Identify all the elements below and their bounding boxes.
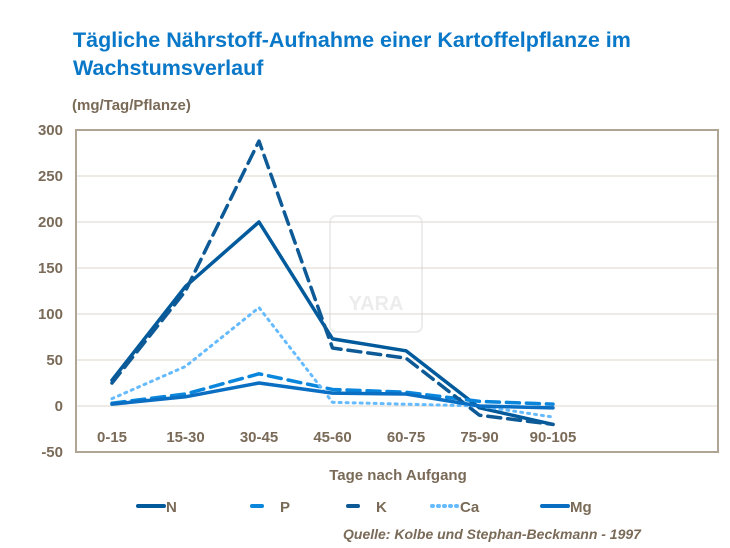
chart-title: Tägliche Nährstoff-Aufnahme einer Kartof… <box>73 28 631 80</box>
series-line-p <box>110 372 555 406</box>
y-tick-label: 300 <box>38 122 63 139</box>
x-axis-label: Tage nach Aufgang <box>329 467 467 484</box>
svg-text:YARA: YARA <box>349 293 404 315</box>
y-tick-label: 250 <box>38 168 63 185</box>
legend-label-mg: Mg <box>570 499 592 516</box>
x-tick-label: 45-60 <box>313 429 351 446</box>
y-tick-label: 0 <box>55 398 63 415</box>
x-tick-label: 60-75 <box>387 429 425 446</box>
legend-label-k: K <box>376 499 387 516</box>
y-tick-label: -50 <box>41 444 63 461</box>
series-line-k <box>110 139 555 427</box>
plot-frame <box>75 129 719 453</box>
legend-label-p: P <box>280 499 290 516</box>
x-tick-label: 75-90 <box>460 429 498 446</box>
x-tick-label: 0-15 <box>97 429 127 446</box>
x-tick-label: 90-105 <box>530 429 577 446</box>
watermark-logo: YARA <box>329 215 423 333</box>
y-axis-label: (mg/Tag/Pflanze) <box>72 97 191 114</box>
y-tick-label: 200 <box>38 214 63 231</box>
x-tick-label: 30-45 <box>240 429 278 446</box>
source-note: Quelle: Kolbe und Stephan-Beckmann - 199… <box>343 526 641 542</box>
legend-label-ca: Ca <box>460 499 480 516</box>
y-tick-label: 100 <box>38 306 63 323</box>
y-tick-label: 50 <box>46 352 63 369</box>
y-tick-label: 150 <box>38 260 63 277</box>
legend-label-n: N <box>166 499 177 516</box>
x-tick-label: 15-30 <box>166 429 204 446</box>
